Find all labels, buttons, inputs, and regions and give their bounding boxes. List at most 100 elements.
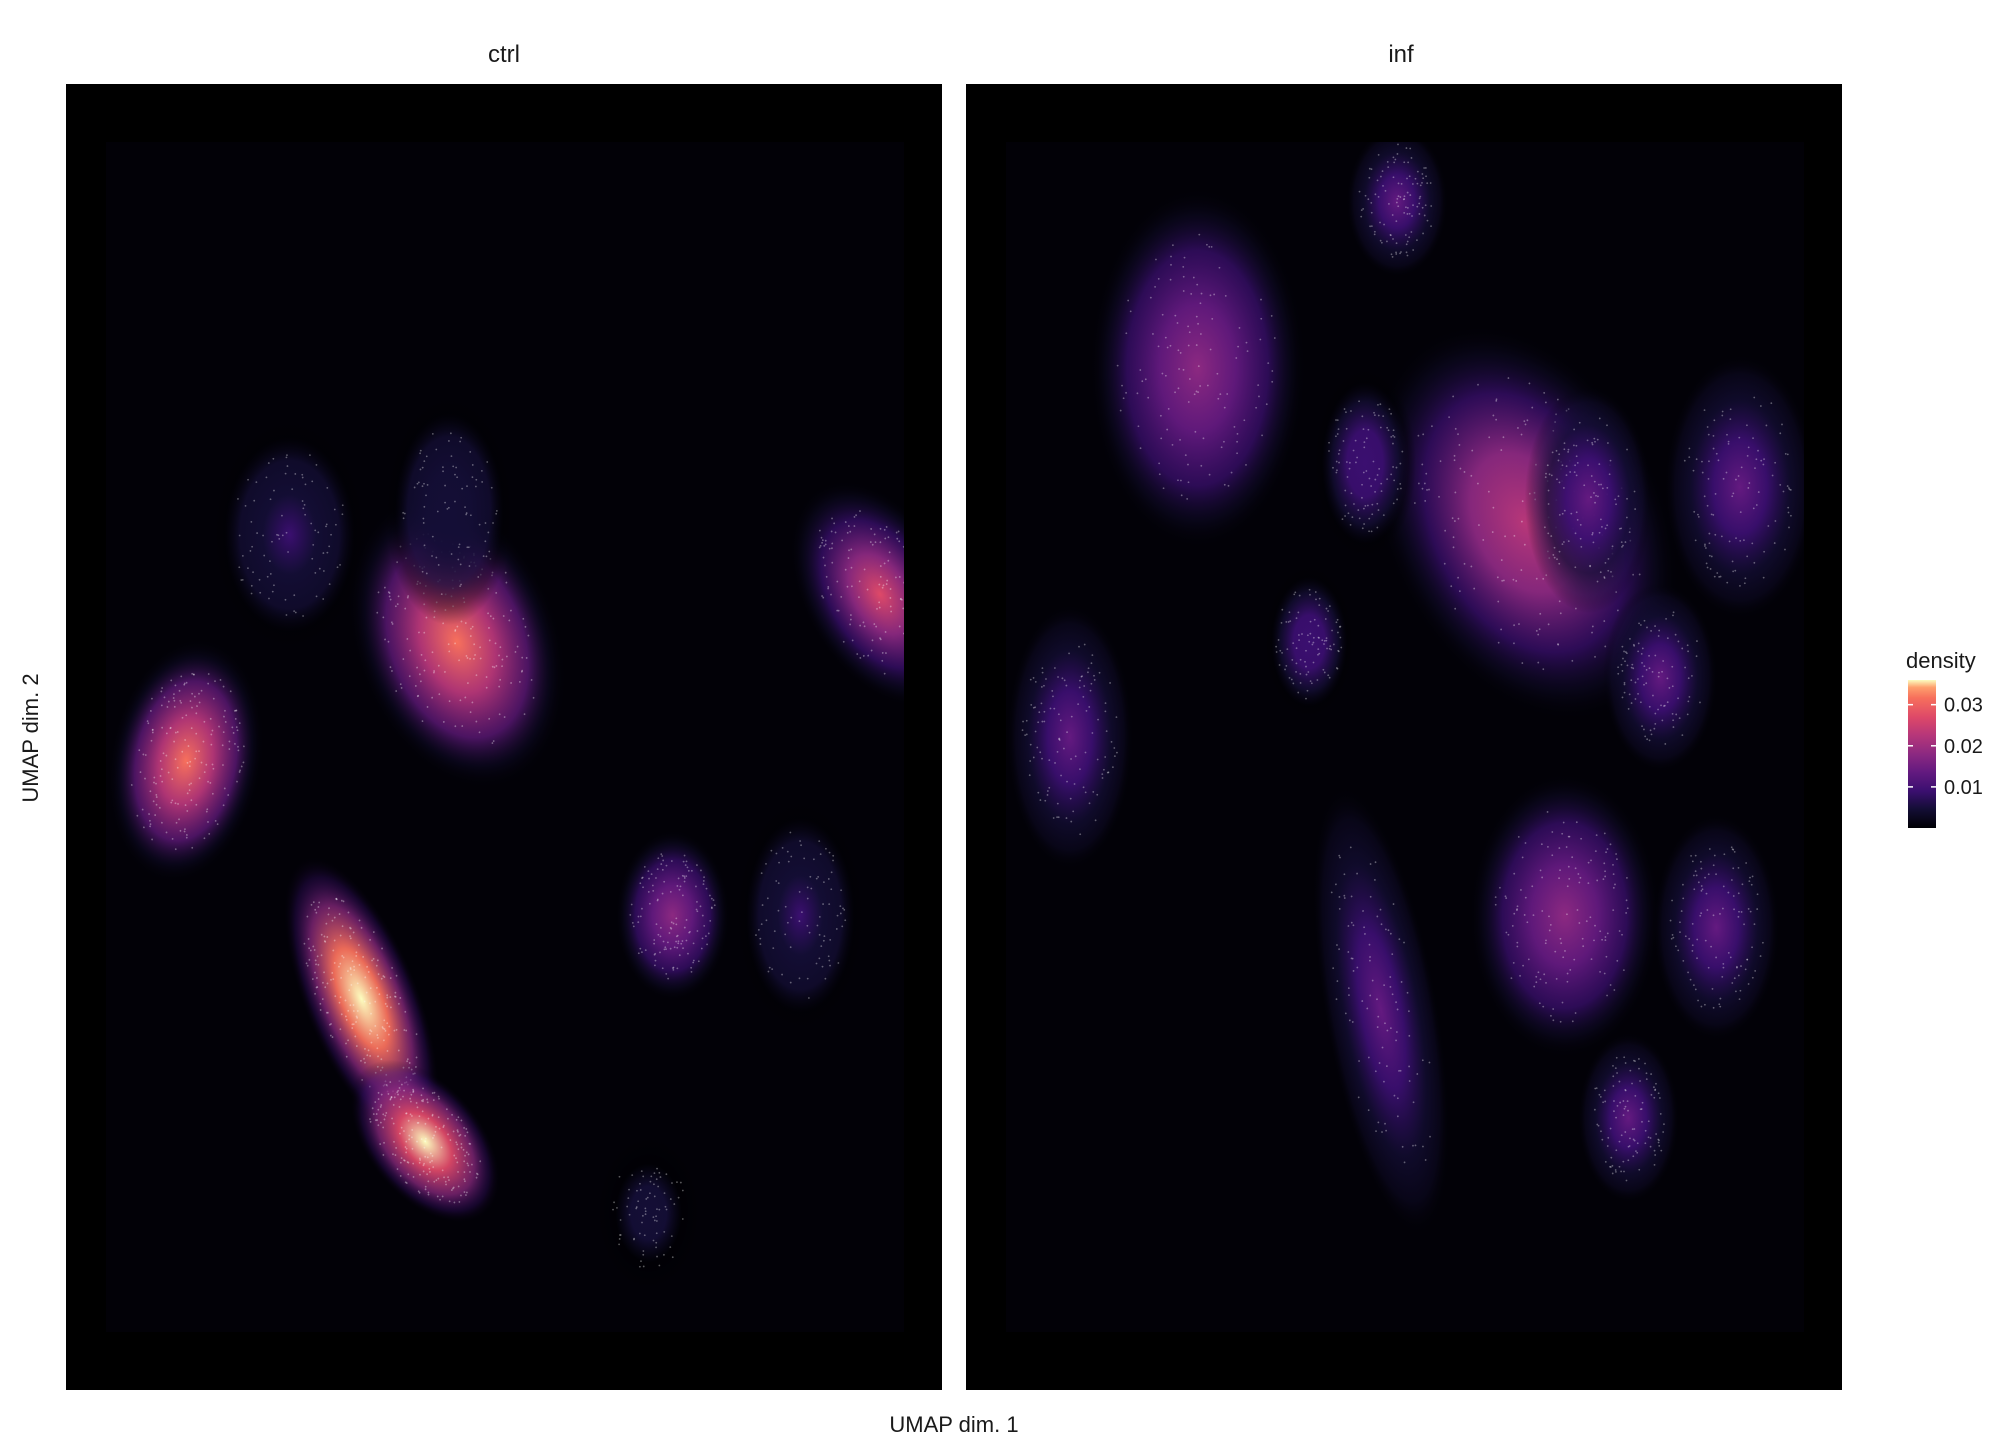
cell-point — [663, 941, 665, 943]
cell-point — [1422, 233, 1424, 235]
cell-point — [1650, 1146, 1652, 1148]
cell-point — [652, 1216, 654, 1218]
cell-point — [675, 918, 677, 920]
cell-point — [1257, 384, 1259, 386]
cell-point — [1335, 472, 1337, 474]
cell-point — [1623, 1114, 1625, 1116]
cell-point — [1313, 637, 1315, 639]
cell-point — [706, 943, 708, 945]
cell-point — [1723, 478, 1725, 480]
cell-point — [649, 1192, 651, 1194]
cell-point — [272, 458, 274, 460]
cell-point — [1610, 1157, 1612, 1159]
cell-point — [1390, 234, 1392, 236]
cell-point — [1292, 683, 1294, 685]
cell-point — [326, 552, 328, 554]
cell-point — [676, 967, 678, 969]
cell-point — [790, 982, 792, 984]
cell-point — [1102, 777, 1104, 779]
cell-point — [1587, 439, 1589, 441]
cell-point — [1369, 225, 1371, 227]
cell-point — [1689, 696, 1691, 698]
cell-point — [1687, 650, 1689, 652]
cell-point — [1691, 950, 1693, 952]
cell-point — [1304, 661, 1306, 663]
cell-point — [1736, 966, 1738, 968]
cell-point — [1628, 708, 1630, 710]
cell-point — [647, 870, 649, 872]
cell-point — [1600, 571, 1602, 573]
cell-point — [1353, 503, 1355, 505]
cell-point — [1070, 798, 1072, 800]
cell-point — [1687, 701, 1689, 703]
cell-point — [1612, 1075, 1614, 1077]
cell-point — [1705, 940, 1707, 942]
cell-point — [1197, 323, 1199, 325]
cell-point — [1201, 293, 1203, 295]
cell-point — [1178, 368, 1180, 370]
cell-point — [1738, 911, 1740, 913]
cell-point — [481, 481, 483, 483]
cell-point — [1063, 748, 1065, 750]
cell-point — [491, 487, 493, 489]
cell-point — [650, 1175, 652, 1177]
cell-point — [1412, 249, 1414, 251]
cell-point — [1058, 816, 1060, 818]
cell-point — [1386, 427, 1388, 429]
cell-point — [1349, 468, 1351, 470]
cell-point — [1112, 766, 1114, 768]
cell-point — [711, 907, 713, 909]
cell-point — [1619, 1102, 1621, 1104]
cell-point — [1324, 640, 1326, 642]
cell-point — [1770, 402, 1772, 404]
cell-point — [1078, 646, 1080, 648]
cell-point — [1293, 593, 1295, 595]
cell-point — [839, 905, 841, 907]
cell-point — [1026, 720, 1028, 722]
cell-point — [1631, 702, 1633, 704]
cell-point — [1066, 817, 1068, 819]
cell-point — [1591, 534, 1593, 536]
cell-point — [1057, 803, 1059, 805]
cell-point — [1699, 702, 1701, 704]
cell-point — [1743, 923, 1745, 925]
cell-point — [492, 522, 494, 524]
cell-point — [1697, 1000, 1699, 1002]
cell-point — [1392, 214, 1394, 216]
cell-point — [1748, 446, 1750, 448]
cell-point — [1236, 452, 1238, 454]
cell-point — [1599, 532, 1601, 534]
cell-point — [444, 502, 446, 504]
cell-point — [626, 1206, 628, 1208]
cell-point — [1041, 721, 1043, 723]
cell-point — [1734, 570, 1736, 572]
cell-point — [1643, 729, 1645, 731]
cell-point — [1377, 179, 1379, 181]
cell-point — [1167, 347, 1169, 349]
cell-point — [1338, 453, 1340, 455]
cell-point — [1255, 407, 1257, 409]
cell-point — [1654, 1089, 1656, 1091]
cell-point — [1120, 410, 1122, 412]
cell-point — [664, 1192, 666, 1194]
cell-point — [1410, 231, 1412, 233]
cell-point — [657, 1186, 659, 1188]
cell-point — [1177, 349, 1179, 351]
cell-point — [1189, 378, 1191, 380]
cell-point — [1513, 913, 1515, 915]
cell-point — [1549, 930, 1551, 932]
cell-point — [1630, 679, 1632, 681]
cell-point — [1739, 585, 1741, 587]
cell-point — [619, 1238, 621, 1240]
cell-point — [1727, 892, 1729, 894]
density-cluster — [1346, 125, 1448, 277]
cell-point — [481, 470, 483, 472]
cell-point — [1607, 1137, 1609, 1139]
cell-point — [302, 500, 304, 502]
cell-point — [1183, 290, 1185, 292]
cell-point — [1291, 659, 1293, 661]
cell-point — [1296, 647, 1298, 649]
cell-point — [1127, 300, 1129, 302]
cell-point — [1317, 625, 1319, 627]
cell-point — [1182, 266, 1184, 268]
